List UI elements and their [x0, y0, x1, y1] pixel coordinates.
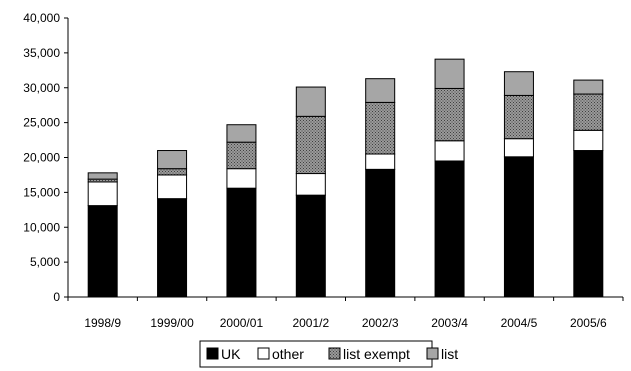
y-tick-label: 20,000: [23, 151, 60, 165]
bar-list-6: [503, 71, 534, 96]
bar-list-exempt-5: [434, 87, 465, 142]
x-tick-label: 1999/00: [150, 316, 194, 330]
x-tick-label: 2000/01: [220, 316, 264, 330]
bar-UK-5: [434, 160, 465, 298]
bar-list-exempt-6: [503, 94, 534, 140]
bar-UK-7: [573, 150, 604, 298]
y-tick-label: 5,000: [30, 255, 60, 269]
bar-UK-0: [87, 205, 118, 298]
bar-other-0: [87, 181, 118, 207]
y-tick-label: 35,000: [23, 46, 60, 60]
bar-UK-2: [226, 187, 257, 298]
bar-other-3: [295, 173, 326, 196]
bar-list-exempt-2: [226, 141, 257, 170]
y-tick-label: 0: [53, 290, 60, 304]
x-tick-label: 1998/9: [84, 316, 121, 330]
bar-other-5: [434, 140, 465, 162]
bar-list-1: [157, 150, 188, 170]
bar-UK-3: [295, 194, 326, 298]
y-tick-label: 40,000: [23, 11, 60, 25]
bar-list-7: [573, 79, 604, 95]
bar-other-6: [503, 138, 534, 158]
y-tick-label: 25,000: [23, 116, 60, 130]
bar-UK-1: [157, 198, 188, 298]
y-tick-label: 30,000: [23, 81, 60, 95]
legend-label-UK: UK: [221, 346, 241, 362]
legend-swatch-UK: [206, 347, 219, 360]
legend: UK other list exempt list: [199, 340, 458, 368]
bar-list-0: [87, 172, 118, 180]
bar-UK-6: [503, 156, 534, 298]
x-tick-label: 2004/5: [501, 316, 538, 330]
legend-label-list: list: [441, 346, 458, 362]
bar-list-2: [226, 124, 257, 143]
y-tick-label: 15,000: [23, 185, 60, 199]
y-tick-label: 10,000: [23, 220, 60, 234]
x-tick-label: 2005/6: [570, 316, 607, 330]
legend-swatch-other: [257, 347, 270, 360]
bar-list-exempt-1: [157, 168, 188, 176]
legend-label-other: other: [272, 346, 304, 362]
bar-UK-4: [365, 168, 396, 298]
legend-swatch-list: [426, 347, 439, 360]
x-tick-label: 2001/2: [292, 316, 329, 330]
bar-list-exempt-3: [295, 115, 326, 175]
bar-list-4: [365, 78, 396, 103]
bar-list-5: [434, 58, 465, 89]
bar-other-7: [573, 129, 604, 152]
bars-layer: [87, 58, 604, 298]
bar-list-exempt-7: [573, 93, 604, 131]
legend-swatch-list-exempt: [328, 347, 341, 360]
x-tick-label: 2003/4: [431, 316, 468, 330]
bar-other-2: [226, 168, 257, 189]
bar-list-3: [295, 86, 326, 117]
x-tick-label: 2002/3: [362, 316, 399, 330]
legend-label-list-exempt: list exempt: [343, 346, 410, 362]
bar-other-1: [157, 174, 188, 200]
bar-other-4: [365, 153, 396, 170]
axes-layer: 0 5,000 10,000 15,000 20,000 25,000 30,000 35,0…: [23, 11, 624, 330]
bar-list-exempt-4: [365, 101, 396, 155]
